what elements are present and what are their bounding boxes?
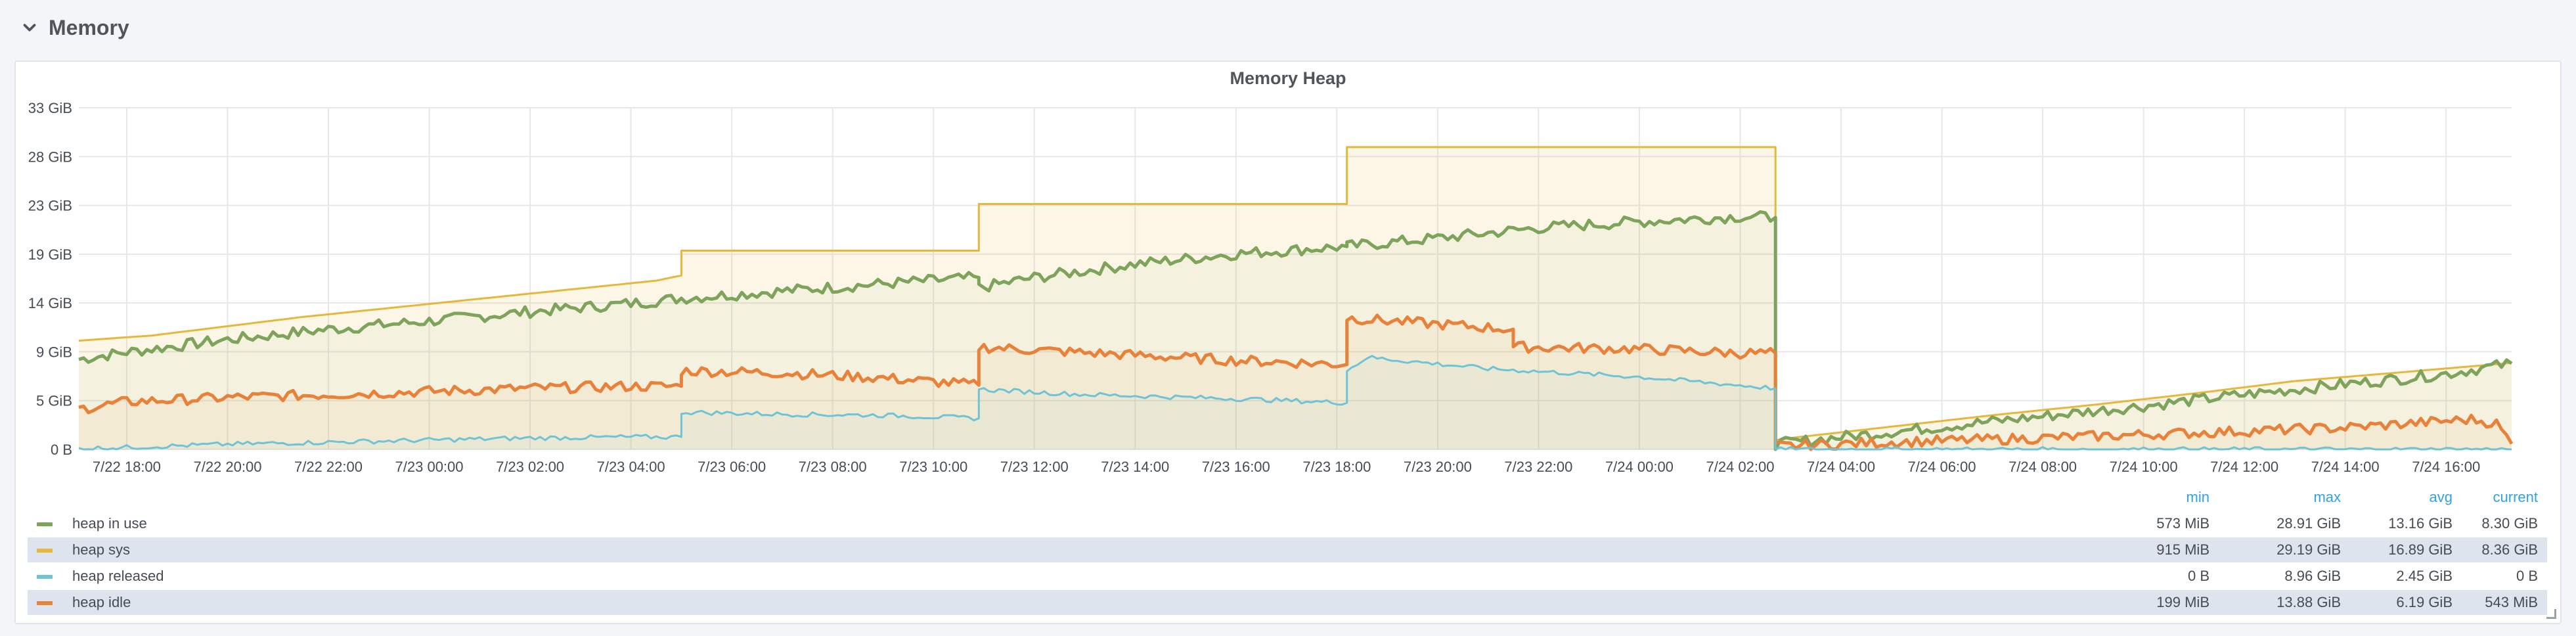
chevron-down-icon (23, 24, 36, 32)
x-tick-label: 7/22 18:00 (93, 459, 161, 475)
legend-series-name: heap in use (72, 515, 147, 532)
legend-min-value: 573 MiB (2156, 515, 2210, 532)
y-tick-label: 33 GiB (28, 100, 72, 116)
x-tick-label: 7/22 20:00 (193, 459, 261, 475)
legend-max-value: 29.19 GiB (2276, 541, 2341, 558)
legend-max-value: 8.96 GiB (2284, 568, 2341, 584)
legend-swatch (37, 601, 53, 605)
x-tick-label: 7/23 08:00 (799, 459, 867, 475)
x-tick-label: 7/23 22:00 (1504, 459, 1572, 475)
legend-current-value: 8.36 GiB (2481, 541, 2538, 558)
x-tick-label: 7/23 14:00 (1101, 459, 1169, 475)
x-tick-label: 7/24 10:00 (2110, 459, 2178, 475)
panel-title[interactable]: Memory Heap (1230, 68, 1346, 88)
series-area (79, 147, 2512, 449)
legend-header-max[interactable]: max (2313, 489, 2341, 505)
y-tick-label: 19 GiB (28, 246, 72, 263)
memory-heap-chart[interactable]: 0 B 5 GiB 9 GiB 14 GiB 19 GiB 23 GiB 28 GiB 33 … (16, 62, 2560, 482)
legend-swatch (37, 575, 53, 579)
series-heap-in-use (78, 210, 2513, 451)
row-title: Memory (49, 15, 129, 39)
series-heap-idle (78, 313, 2514, 451)
x-tick-label: 7/23 12:00 (1000, 459, 1069, 475)
x-tick-label: 7/23 18:00 (1302, 459, 1371, 475)
x-tick-label: 7/24 14:00 (2311, 459, 2380, 475)
x-tick-label: 7/24 02:00 (1706, 459, 1774, 475)
y-tick-label: 28 GiB (28, 148, 72, 165)
series-line (78, 210, 2513, 451)
series-heap-released (78, 355, 2512, 451)
x-tick-label: 7/24 06:00 (1908, 459, 1976, 475)
panel-resize-handle[interactable] (2546, 609, 2556, 619)
legend-avg-value: 13.16 GiB (2388, 515, 2453, 532)
legend-max-value: 13.88 GiB (2276, 594, 2341, 610)
x-tick-label: 7/22 22:00 (294, 459, 363, 475)
row-collapse-toggle[interactable]: Memory (20, 9, 129, 46)
series-line (78, 313, 2514, 451)
x-tick-label: 7/23 06:00 (698, 459, 766, 475)
legend-min-value: 915 MiB (2156, 541, 2210, 558)
legend-series-name: heap idle (72, 594, 131, 610)
x-tick-label: 7/23 10:00 (899, 459, 967, 475)
legend-swatch (37, 549, 53, 553)
memory-heap-panel: Memory Heap 0 B 5 GiB 9 GiB 14 GiB 19 GiB 23 … (14, 60, 2562, 624)
legend-min-value: 199 MiB (2156, 594, 2210, 610)
y-tick-label: 23 GiB (28, 198, 72, 214)
series-line (78, 146, 2512, 442)
x-tick-label: 7/24 04:00 (1807, 459, 1875, 475)
legend-avg-value: 6.19 GiB (2396, 594, 2453, 610)
x-tick-label: 7/23 16:00 (1202, 459, 1270, 475)
legend-header-min[interactable]: min (2186, 489, 2210, 505)
legend-series-name: heap sys (72, 541, 131, 558)
y-tick-label: 9 GiB (36, 344, 72, 360)
legend-avg-value: 16.89 GiB (2388, 541, 2453, 558)
legend-min-value: 0 B (2187, 568, 2210, 584)
x-tick-label: 7/24 16:00 (2412, 459, 2480, 475)
chart-grid (79, 107, 2512, 450)
series-line (78, 355, 2512, 451)
y-tick-label: 0 B (51, 442, 72, 458)
y-tick-label: 5 GiB (36, 393, 72, 409)
x-tick-label: 7/24 12:00 (2210, 459, 2278, 475)
legend-header-avg[interactable]: avg (2429, 489, 2453, 505)
legend-max-value: 28.91 GiB (2276, 515, 2341, 532)
legend-item-heap-in-use[interactable]: heap in use 573 MiB 28.91 GiB 13.16 GiB … (28, 511, 2547, 536)
legend-swatch (37, 522, 53, 526)
legend-current-value: 8.30 GiB (2481, 515, 2538, 532)
legend-item-heap-idle[interactable]: heap idle 199 MiB 13.88 GiB 6.19 GiB 543… (28, 590, 2547, 615)
series-area (79, 355, 2512, 449)
legend-header-current[interactable]: current (2493, 489, 2538, 505)
legend-series-name: heap released (72, 568, 164, 584)
x-tick-label: 7/24 08:00 (2009, 459, 2077, 475)
legend-current-value: 0 B (2516, 568, 2538, 584)
x-tick-label: 7/24 00:00 (1605, 459, 1674, 475)
legend-current-value: 543 MiB (2485, 594, 2538, 610)
series-area (79, 315, 2512, 449)
x-tick-label: 7/23 00:00 (395, 459, 464, 475)
legend-item-heap-sys[interactable]: heap sys 915 MiB 29.19 GiB 16.89 GiB 8.3… (28, 537, 2547, 562)
legend-item-heap-released[interactable]: heap released 0 B 8.96 GiB 2.45 GiB 0 B (28, 564, 2547, 589)
x-tick-label: 7/23 02:00 (496, 459, 564, 475)
x-tick-label: 7/23 20:00 (1404, 459, 1472, 475)
y-tick-label: 14 GiB (28, 295, 72, 311)
series-area (79, 212, 2512, 449)
series-heap-sys (78, 146, 2512, 449)
legend-avg-value: 2.45 GiB (2396, 568, 2453, 584)
x-tick-label: 7/23 04:00 (597, 459, 665, 475)
